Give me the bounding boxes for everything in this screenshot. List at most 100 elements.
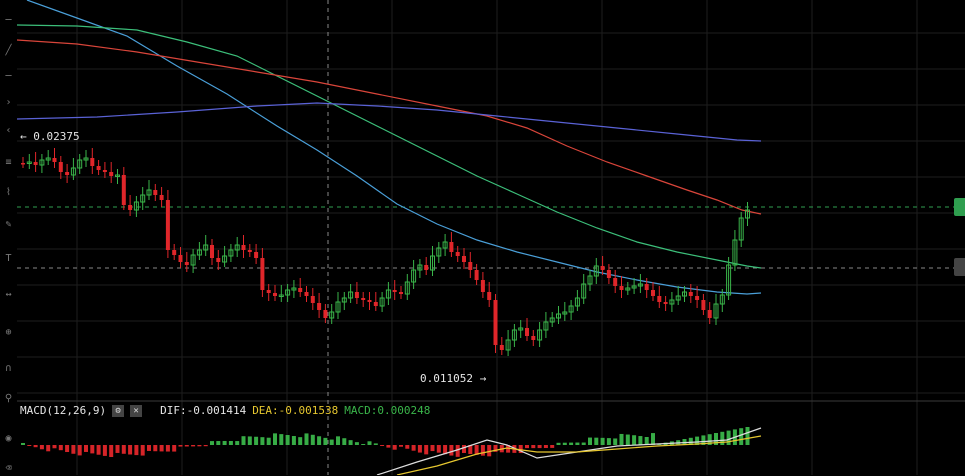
candle-body xyxy=(128,205,133,210)
candle-body xyxy=(631,285,637,289)
macd-histogram-bar xyxy=(279,434,284,445)
macd-histogram-bar xyxy=(241,436,246,445)
macd-histogram-bar xyxy=(58,445,63,451)
macd-histogram-value: MACD:0.000248 xyxy=(344,404,431,417)
candle-body xyxy=(424,265,429,270)
crosshair-icon[interactable]: ─ xyxy=(5,15,12,26)
candle-body xyxy=(254,252,259,258)
macd-histogram-bar xyxy=(342,438,347,445)
ma-line-purple xyxy=(17,102,762,142)
candle-body xyxy=(392,290,397,292)
macd-histogram-bar xyxy=(525,445,529,449)
macd-histogram-bar xyxy=(487,445,492,457)
candle-body xyxy=(341,297,347,303)
pattern-icon[interactable]: ⌇ xyxy=(6,187,11,198)
macd-histogram-bar xyxy=(310,434,315,445)
candle-body xyxy=(203,244,209,251)
macd-histogram-bar xyxy=(304,433,309,445)
chart-canvas[interactable] xyxy=(17,0,965,475)
brush-icon[interactable]: ✎ xyxy=(5,219,12,230)
candle-body xyxy=(373,302,378,306)
candle-body xyxy=(619,286,624,290)
candle-body xyxy=(474,270,479,280)
close-icon[interactable]: ✕ xyxy=(130,404,143,417)
candle-body xyxy=(531,336,536,340)
candle-body xyxy=(562,311,568,315)
candle-body xyxy=(417,264,423,271)
candle-body xyxy=(732,239,738,266)
macd-histogram-bar xyxy=(380,445,385,446)
trash-icon[interactable]: ⌫ xyxy=(5,463,12,474)
magnet-icon[interactable]: ∩ xyxy=(5,363,12,374)
price-chart[interactable]: ← 0.02375 0.011052 → MACD(12,26,9) ⚙ ✕ D… xyxy=(17,0,965,475)
current-price-tag xyxy=(954,198,965,216)
macd-histogram-bar xyxy=(203,445,208,447)
macd-histogram-bar xyxy=(619,433,624,445)
fibonacci-icon[interactable]: ≡ xyxy=(5,157,12,168)
macd-histogram-bar xyxy=(33,445,38,448)
macd-histogram-bar xyxy=(84,445,88,452)
candle-body xyxy=(115,174,120,177)
candle-body xyxy=(298,288,303,292)
macd-histogram-bar xyxy=(39,445,44,450)
candle-body xyxy=(121,175,126,205)
macd-histogram-bar xyxy=(405,445,410,449)
candle-body xyxy=(651,290,655,296)
trendline-icon[interactable]: ╱ xyxy=(5,45,12,56)
macd-histogram-bar xyxy=(140,445,145,456)
candle-body xyxy=(549,317,555,323)
candle-body xyxy=(713,303,719,319)
macd-histogram-bar xyxy=(506,445,511,453)
macd-histogram-bar xyxy=(178,445,183,447)
candle-body xyxy=(266,290,271,293)
candle-body xyxy=(543,321,549,331)
candle-body xyxy=(196,249,202,256)
channel-icon[interactable]: ‹ xyxy=(5,125,12,136)
candle-body xyxy=(285,289,291,296)
candle-body xyxy=(222,255,228,263)
macd-histogram-bar xyxy=(569,442,574,445)
horizontal-line-icon[interactable]: ─ xyxy=(5,71,12,82)
macd-histogram-bar xyxy=(436,445,441,453)
macd-histogram-bar xyxy=(367,441,372,445)
macd-histogram-bar xyxy=(625,434,630,445)
macd-histogram-bar xyxy=(399,445,403,447)
candle-body xyxy=(468,262,473,270)
macd-histogram-bar xyxy=(46,445,51,452)
candle-body xyxy=(354,292,359,298)
candle-body xyxy=(39,159,45,166)
macd-histogram-bar xyxy=(562,442,567,445)
candle-body xyxy=(518,327,524,331)
macd-histogram-bar xyxy=(153,445,158,452)
candle-body xyxy=(379,297,385,307)
eye-icon[interactable]: ◉ xyxy=(5,433,12,444)
macd-histogram-bar xyxy=(613,438,618,445)
macd-histogram-bar xyxy=(701,435,706,445)
measure-icon[interactable]: ↔ xyxy=(5,289,12,300)
candle-body xyxy=(568,305,574,313)
macd-histogram-bar xyxy=(165,445,170,452)
candle-body xyxy=(701,300,706,310)
ray-icon[interactable]: › xyxy=(5,97,12,108)
macd-histogram-bar xyxy=(247,436,252,445)
candle-body xyxy=(329,311,335,319)
candle-body xyxy=(146,189,152,196)
lock-icon[interactable]: ⚲ xyxy=(4,393,13,404)
macd-histogram-bar xyxy=(531,445,536,449)
macd-histogram-bar xyxy=(21,443,25,445)
gear-icon[interactable]: ⚙ xyxy=(112,404,125,417)
candle-body xyxy=(335,301,341,313)
zoom-icon[interactable]: ⊕ xyxy=(5,327,12,338)
drawing-toolbar: ─ ╱ ─ › ‹ ≡ ⌇ ✎ T ↔ ⊕ ∩ ⚲ ◉ ⌫ xyxy=(0,0,17,475)
macd-histogram-bar xyxy=(266,437,271,445)
candle-body xyxy=(361,298,366,300)
candle-body xyxy=(241,245,246,250)
candle-body xyxy=(348,291,354,299)
candle-body xyxy=(26,161,32,164)
macd-histogram-bar xyxy=(411,445,416,451)
text-icon[interactable]: T xyxy=(5,253,12,264)
candle-body xyxy=(480,280,485,292)
candle-body xyxy=(184,262,189,265)
macd-histogram-bar xyxy=(210,441,214,445)
candle-body xyxy=(33,162,38,165)
